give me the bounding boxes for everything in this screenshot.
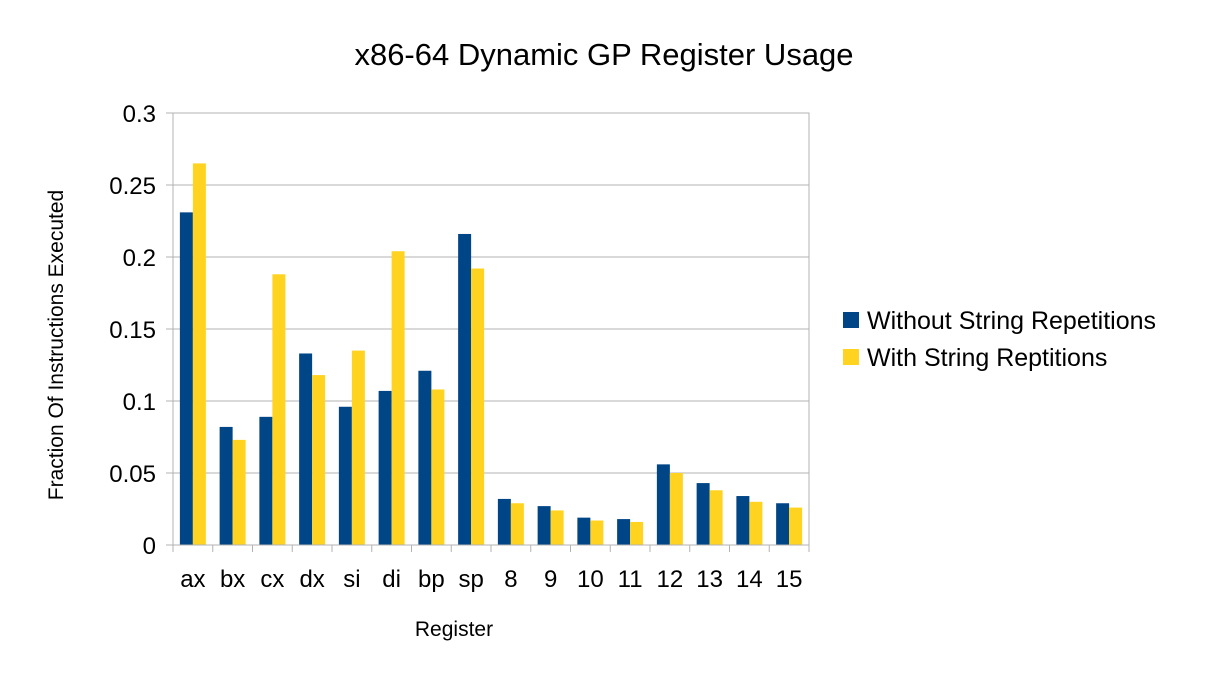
bar-with-15 <box>789 507 803 545</box>
bars <box>179 163 803 546</box>
bar-without-bp <box>418 370 432 545</box>
bar-without-12 <box>656 464 670 545</box>
x-tick-label: di <box>382 566 401 593</box>
x-tick-label: 11 <box>618 566 643 593</box>
bar-without-di <box>378 390 392 545</box>
y-tick-label: 0.2 <box>123 245 156 272</box>
bar-with-si <box>351 350 365 545</box>
bar-with-11 <box>630 521 644 545</box>
chart-title: x86-64 Dynamic GP Register Usage <box>354 37 853 72</box>
y-tick-label: 0.15 <box>109 317 156 344</box>
x-axis-label: Register <box>415 618 493 641</box>
y-tick-label: 0 <box>143 533 156 560</box>
legend-label-without: Without String Repetitions <box>867 307 1156 335</box>
bar-with-bx <box>232 439 246 545</box>
bar-with-sp <box>471 268 485 545</box>
legend-swatch-with <box>843 349 859 365</box>
bar-without-11 <box>617 519 631 545</box>
bar-without-10 <box>577 517 591 545</box>
bar-without-13 <box>696 483 710 545</box>
x-tick-labels: ax bx cx dx si di bp sp 8 9 10 11 12 13 14 15 <box>180 566 802 593</box>
x-tick-label: dx <box>299 566 324 593</box>
bar-with-14 <box>749 501 763 545</box>
bar-without-15 <box>776 503 790 545</box>
x-tick-label: 15 <box>776 566 803 593</box>
bar-with-12 <box>669 473 683 545</box>
bar-without-dx <box>299 353 313 545</box>
x-tick-label: ax <box>180 566 205 593</box>
y-tick-label: 0.3 <box>123 101 156 128</box>
x-tick-label: si <box>343 566 360 593</box>
legend: Without String Repetitions With String Re… <box>843 307 1156 372</box>
y-tick-labels: 0 0.05 0.1 0.15 0.2 0.25 0.3 <box>109 101 156 560</box>
bar-with-dx <box>312 375 326 545</box>
x-tick-label: bx <box>220 566 245 593</box>
bar-with-cx <box>272 274 286 545</box>
bar-with-13 <box>709 490 723 545</box>
bar-with-10 <box>590 520 604 545</box>
x-tick-label: 9 <box>544 566 557 593</box>
y-tick-label: 0.25 <box>109 173 156 200</box>
bar-without-si <box>338 406 352 545</box>
bar-without-ax <box>179 212 193 546</box>
legend-label-with: With String Reptitions <box>867 344 1107 372</box>
x-tick-label: 12 <box>657 566 684 593</box>
x-tick-label: 8 <box>504 566 517 593</box>
bar-without-cx <box>259 416 273 545</box>
bar-without-bx <box>219 426 233 545</box>
x-tick-label: 10 <box>577 566 604 593</box>
x-tick-label: 13 <box>696 566 723 593</box>
bar-with-ax <box>192 163 206 545</box>
bar-with-8 <box>510 503 524 545</box>
x-tick-label: sp <box>458 566 483 593</box>
bar-without-9 <box>537 506 551 545</box>
bar-without-14 <box>736 496 750 545</box>
axes <box>172 112 810 552</box>
y-axis-label: Fraction Of Instructions Executed <box>45 190 68 500</box>
legend-swatch-without <box>843 312 859 328</box>
bar-without-8 <box>497 498 511 545</box>
bar-with-9 <box>550 510 564 545</box>
bar-with-di <box>391 251 405 546</box>
x-tick-label: bp <box>418 566 445 593</box>
y-tick-label: 0.05 <box>109 461 156 488</box>
bar-without-sp <box>458 233 472 545</box>
x-tick-label: cx <box>260 566 284 593</box>
bar-with-bp <box>431 389 445 545</box>
x-tick-label: 14 <box>736 566 763 593</box>
y-tick-label: 0.1 <box>123 389 156 416</box>
